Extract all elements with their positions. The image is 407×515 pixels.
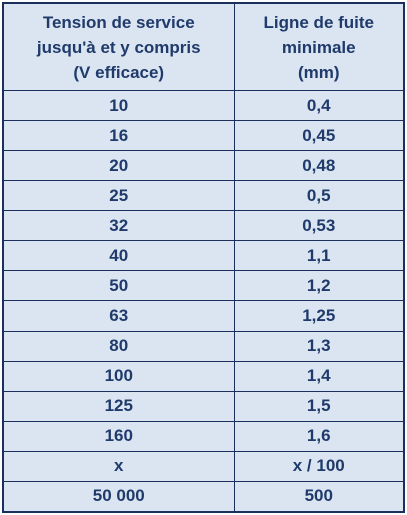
header-line: jusqu'à et y compris: [36, 37, 201, 57]
table-cell: 63: [2, 300, 235, 332]
table-row: 50 000 500: [2, 480, 405, 513]
table-cell: 80: [2, 330, 235, 362]
table-cell: 1,25: [233, 300, 405, 332]
table-cell: 1,4: [233, 360, 405, 392]
table-body: 10 0,4 16 0,45 20 0,48 25 0,5 32 0,53 40 1,1 50 1,2 63…: [2, 89, 405, 513]
table-row: 25 0,5: [2, 180, 405, 212]
table-cell: 1,1: [233, 240, 405, 272]
table-cell: 0,45: [233, 120, 405, 152]
table-cell: 16: [2, 120, 235, 152]
table-cell: 1,2: [233, 270, 405, 302]
header-line: minimale: [281, 37, 356, 57]
table-row: 100 1,4: [2, 360, 405, 392]
table-row: 32 0,53: [2, 210, 405, 242]
table-cell: 40: [2, 240, 235, 272]
table-cell: 160: [2, 420, 235, 452]
table-row: 20 0,48: [2, 150, 405, 182]
table-cell: 0,48: [233, 150, 405, 182]
table-cell: 500: [233, 480, 405, 513]
header-line: (V efficace): [73, 62, 165, 82]
header-line: Ligne de fuite: [263, 12, 375, 32]
table-cell: 50: [2, 270, 235, 302]
header-row: Tension de service jusqu'à et y compris (V…: [2, 2, 405, 91]
table-cell: 10: [2, 89, 235, 122]
header-cell: Tension de service jusqu'à et y compris (V…: [2, 2, 235, 91]
table-row: 125 1,5: [2, 390, 405, 422]
table-row: 10 0,4: [2, 89, 405, 122]
table-cell: 50 000: [2, 480, 235, 513]
table-cell: 125: [2, 390, 235, 422]
table-cell: 0,5: [233, 180, 405, 212]
table-cell: 1,6: [233, 420, 405, 452]
table-row: 63 1,25: [2, 300, 405, 332]
header-line: (mm): [297, 62, 340, 82]
table-cell: 25: [2, 180, 235, 212]
table-row: 50 1,2: [2, 270, 405, 302]
header-line: Tension de service: [42, 12, 195, 32]
table-row: 80 1,3: [2, 330, 405, 362]
table-cell: 0,53: [233, 210, 405, 242]
table-cell: 1,5: [233, 390, 405, 422]
header-cell: Ligne de fuite minimale (mm): [233, 2, 405, 91]
table-row: 16 0,45: [2, 120, 405, 152]
table-cell: 32: [2, 210, 235, 242]
table-cell: x: [2, 450, 235, 482]
table-cell: 0,4: [233, 89, 405, 122]
table-cell: 100: [2, 360, 235, 392]
table-row: 160 1,6: [2, 420, 405, 452]
table-row: 40 1,1: [2, 240, 405, 272]
table-cell: 20: [2, 150, 235, 182]
table-cell: x / 100: [233, 450, 405, 482]
table-cell: 1,3: [233, 330, 405, 362]
